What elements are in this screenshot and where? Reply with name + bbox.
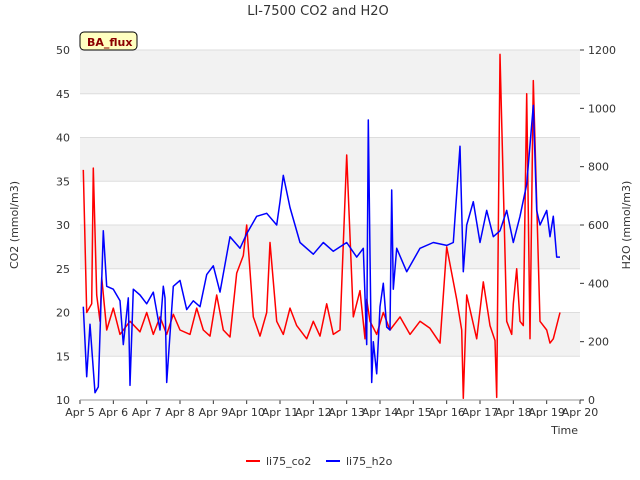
- x-tick-label: Apr 20: [562, 406, 599, 419]
- x-tick-label: Apr 19: [528, 406, 565, 419]
- chart-title: LI-7500 CO2 and H2O: [247, 4, 389, 19]
- y-right-tick-label: 600: [588, 219, 609, 232]
- x-tick-label: Apr 6: [99, 406, 129, 419]
- x-tick-label: Apr 15: [395, 406, 432, 419]
- y-right-tick-label: 800: [588, 161, 609, 174]
- y-left-tick-label: 45: [56, 88, 70, 101]
- y-right-tick-label: 400: [588, 277, 609, 290]
- y-right-tick-label: 200: [588, 336, 609, 349]
- x-tick-label: Apr 14: [362, 406, 399, 419]
- axes: 10 15 20 25 30 35 40 45 50 0 200 400 600 800 1000 1200 A…: [56, 44, 616, 419]
- y-right-tick-label: 0: [588, 394, 595, 407]
- x-tick-label: Apr 18: [495, 406, 532, 419]
- series-line-li75_h2o: [82, 104, 560, 394]
- y-left-tick-label: 15: [56, 350, 70, 363]
- series-layer: [82, 53, 561, 400]
- annotation-badge: BA_flux: [79, 31, 138, 51]
- y-left-tick-label: 30: [56, 219, 70, 232]
- y-left-tick-label: 35: [56, 175, 70, 188]
- y-left-tick-label: 50: [56, 44, 70, 57]
- y-left-tick-label: 10: [56, 394, 70, 407]
- series-line-li75_co2: [82, 53, 561, 400]
- x-tick-label: Apr 9: [199, 406, 229, 419]
- legend: li75_co2 li75_h2o: [246, 455, 393, 468]
- legend-co2-label: li75_co2: [266, 455, 311, 468]
- x-tick-label: Apr 12: [295, 406, 332, 419]
- y-axis-left-label: CO2 (mmol/m3): [8, 181, 21, 269]
- x-tick-label: Apr 11: [262, 406, 299, 419]
- y-left-tick-label: 20: [56, 307, 70, 320]
- annotation-text: BA_flux: [87, 36, 132, 49]
- plot-band: [80, 225, 580, 269]
- x-axis-label: Time: [550, 424, 578, 437]
- y-left-tick-label: 40: [56, 132, 70, 145]
- y-right-tick-label: 1200: [588, 44, 616, 57]
- x-tick-label: Apr 17: [462, 406, 499, 419]
- x-tick-label: Apr 10: [228, 406, 265, 419]
- x-tick-label: Apr 13: [328, 406, 365, 419]
- plot-band: [80, 137, 580, 182]
- grid-lines: [80, 49, 580, 401]
- legend-h2o-label: li75_h2o: [346, 455, 393, 468]
- y-left-tick-label: 25: [56, 263, 70, 276]
- y-right-tick-label: 1000: [588, 102, 616, 115]
- plot-band: [80, 50, 580, 94]
- x-tick-label: Apr 5: [65, 406, 95, 419]
- x-tick-label: Apr 8: [165, 406, 195, 419]
- y-axis-right-label: H2O (mmol/m3): [620, 181, 633, 270]
- x-tick-label: Apr 7: [132, 406, 162, 419]
- x-tick-label: Apr 16: [428, 406, 465, 419]
